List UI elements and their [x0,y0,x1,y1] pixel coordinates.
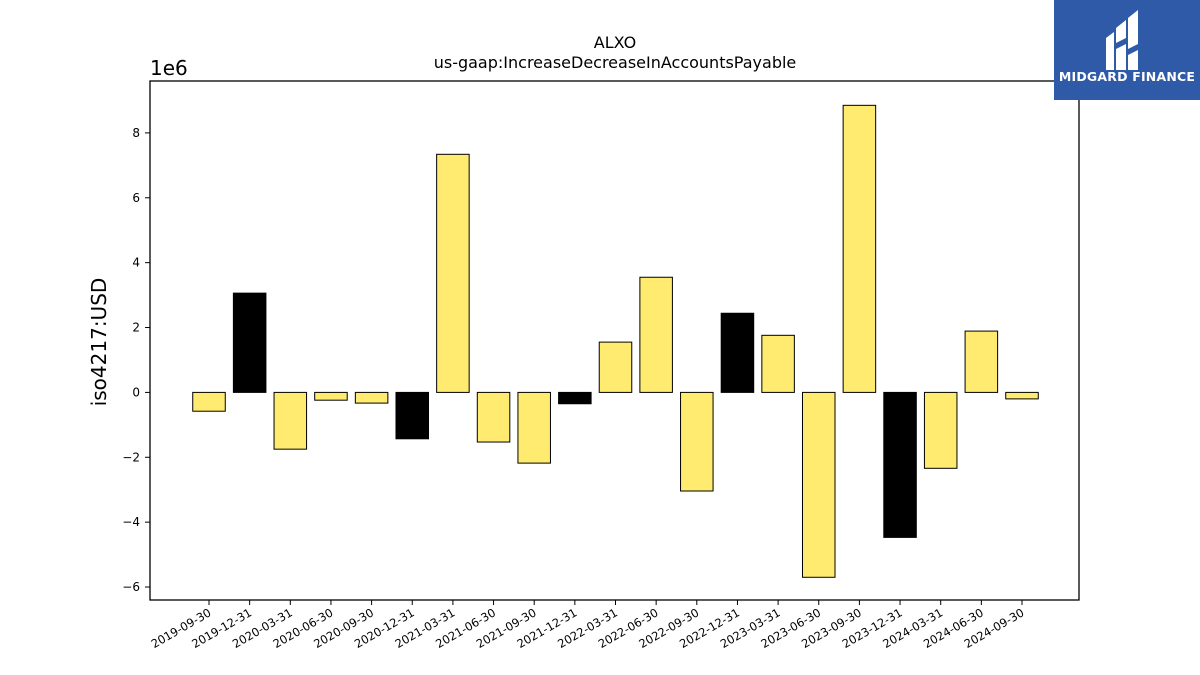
bar-2021-03-31 [436,153,470,393]
y-tick-label: −4 [122,515,140,529]
bar-2024-06-30 [964,330,999,393]
chart-subtitle: us-gaap:IncreaseDecreaseInAccountsPayabl… [434,53,797,72]
bar-2023-12-31 [883,391,917,538]
logo-text: MIDGARD FINANCE [1058,69,1196,84]
bar-2021-06-30 [476,391,511,443]
logo-mark-icon [1106,10,1138,70]
bar-2020-09-30 [354,391,389,404]
bar-2023-09-30 [842,104,877,393]
bar-2022-03-31 [598,341,633,393]
bar-2020-03-31 [273,391,308,450]
bar-2020-12-31 [395,391,430,440]
bar-2022-09-30 [680,391,714,492]
bar-2023-03-31 [761,334,795,393]
y-tick-label: 8 [132,126,140,140]
bar-2022-06-30 [639,276,673,393]
bars-group [192,104,1039,578]
brand-logo: MIDGARD FINANCE [1054,0,1200,100]
y-scale-label: 1e6 [150,56,188,80]
y-ticks-group: −6 −4 −2 0 2 4 6 8 [122,126,150,594]
chart-title: ALXO [594,33,636,52]
y-tick-label: 0 [132,385,140,399]
bar-2019-09-30 [192,391,226,412]
y-tick-label: 4 [132,256,140,270]
bar-2024-03-31 [923,391,958,469]
bar-2021-12-31 [558,391,592,405]
bar-2023-06-30 [801,391,836,578]
bar-2021-09-30 [517,391,551,464]
bar-2022-12-31 [720,312,755,393]
bar-2019-12-31 [232,292,267,393]
y-axis-label: iso4217:USD [87,278,111,407]
x-ticks-group: 2019-09-302019-12-312020-03-312020-06-30… [149,600,1027,651]
y-tick-label: −2 [122,450,140,464]
y-tick-label: 6 [132,191,140,205]
bar-2020-06-30 [314,391,348,401]
y-tick-label: 2 [132,321,140,335]
plot-frame [149,80,1080,601]
y-tick-label: −6 [122,580,140,594]
bar-2024-09-30 [1005,391,1039,400]
